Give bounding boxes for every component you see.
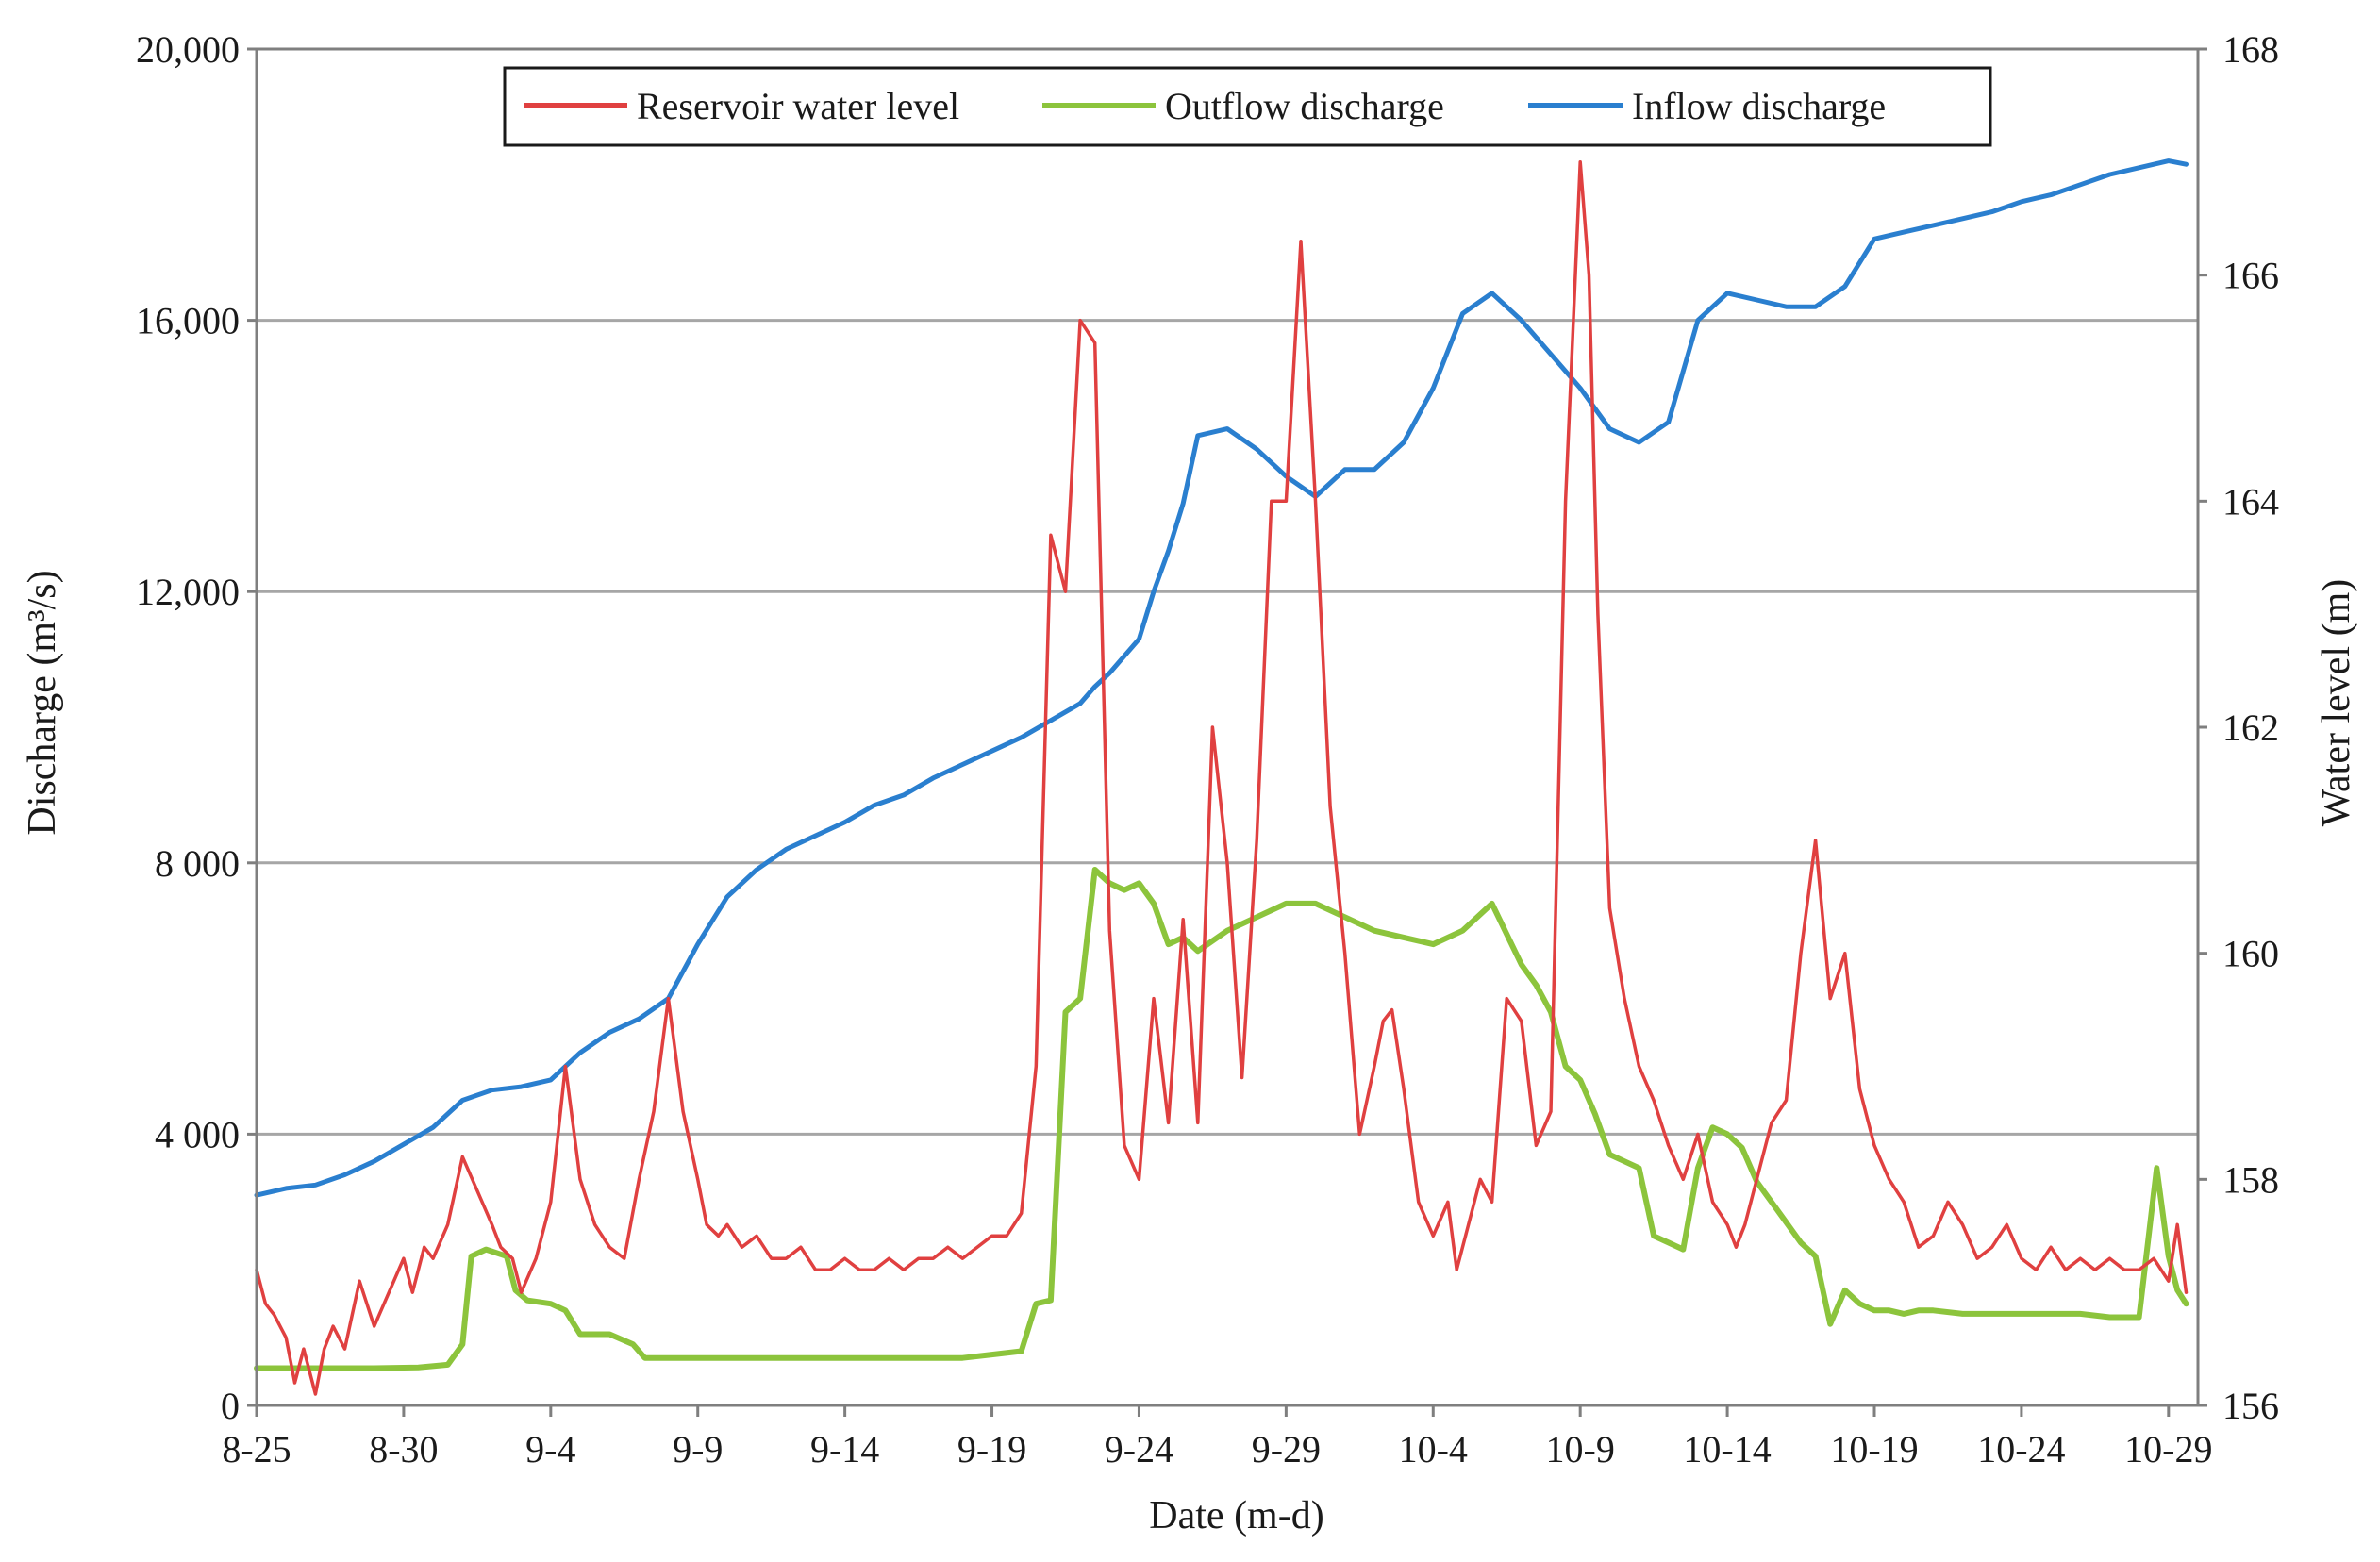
x-tick-label: 10-24 (1977, 1428, 2065, 1471)
x-tick-label: 10-19 (1830, 1428, 1918, 1471)
x-tick-label: 10-14 (1683, 1428, 1771, 1471)
series-line-water-level (255, 160, 2189, 1396)
y-axis-title-right: Water level (m) (2315, 579, 2358, 826)
legend-label-outflow: Outflow discharge (1165, 85, 1444, 127)
legend: Reservoir water level Outflow discharge … (503, 66, 1992, 147)
y-tick-label-right: 166 (2222, 255, 2279, 297)
y-tick-label-left: 20,000 (136, 28, 240, 71)
y-tick-label-right: 160 (2222, 933, 2279, 975)
y-tick-label-right: 156 (2222, 1385, 2279, 1427)
legend-box (503, 66, 1992, 147)
series-line-inflow (254, 158, 2189, 1198)
x-tick-label: 8-30 (369, 1428, 438, 1471)
x-tick-label: 10-4 (1399, 1428, 1468, 1471)
x-tick-label: 10-9 (1546, 1428, 1615, 1471)
y-tick-label-left: 16,000 (136, 300, 240, 342)
x-tick-label: 9-14 (810, 1428, 879, 1471)
x-axis-title: Date (m-d) (1149, 1494, 1323, 1537)
x-tick-label: 9-24 (1105, 1428, 1173, 1471)
y-tick-label-left: 4 000 (155, 1113, 240, 1155)
series-line-outflow (254, 867, 2189, 1371)
legend-label-water-level: Reservoir water level (637, 85, 959, 127)
y-tick-label-left: 12,000 (136, 571, 240, 613)
axis-ticks: 0 4 000 8 000 12,000 16,000 20,000 156 158 160 16… (136, 28, 2279, 1471)
series-lines (254, 158, 2189, 1396)
legend-label-inflow: Inflow discharge (1632, 85, 1886, 127)
x-tick-label: 9-19 (957, 1428, 1026, 1471)
y-tick-label-left: 8 000 (155, 842, 240, 885)
y-tick-label-right: 168 (2222, 28, 2279, 71)
y-tick-label-right: 164 (2222, 480, 2279, 523)
x-tick-label: 9-9 (673, 1428, 723, 1471)
y-axis-title-left: Discharge (m³/s) (21, 570, 64, 835)
y-tick-label-left: 0 (221, 1385, 240, 1427)
x-tick-label: 9-4 (525, 1428, 575, 1471)
x-tick-label: 10-29 (2124, 1428, 2212, 1471)
y-tick-label-right: 162 (2222, 706, 2279, 749)
y-tick-label-right: 158 (2222, 1158, 2279, 1201)
x-tick-label: 8-25 (222, 1428, 291, 1471)
x-tick-label: 9-29 (1252, 1428, 1321, 1471)
gridlines (257, 319, 2198, 1136)
